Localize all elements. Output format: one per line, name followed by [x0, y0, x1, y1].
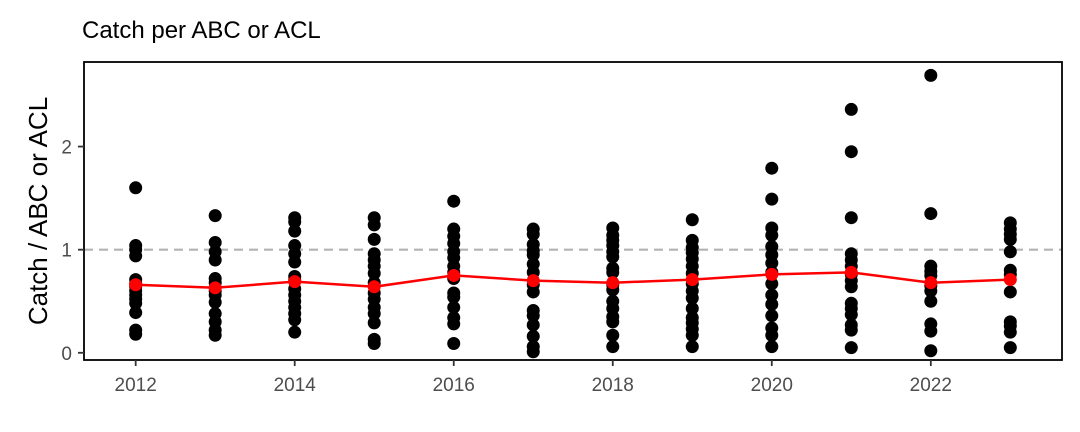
plot-area: 2012 2014 2016 2018 2020 2022 0 1 2	[61, 61, 1063, 396]
data-point	[526, 227, 540, 241]
data-point	[367, 232, 381, 246]
data-point	[685, 301, 699, 315]
mean-point	[606, 276, 620, 290]
data-point	[526, 345, 540, 359]
data-point	[924, 294, 938, 308]
data-point	[765, 256, 779, 270]
data-point	[526, 318, 540, 332]
data-point	[526, 248, 540, 262]
data-point	[447, 194, 461, 208]
data-point	[844, 308, 858, 322]
data-point	[288, 313, 302, 327]
data-point	[208, 235, 222, 249]
data-point	[844, 211, 858, 225]
data-point	[844, 341, 858, 355]
data-point	[606, 315, 620, 329]
data-point	[765, 309, 779, 323]
mean-point	[288, 275, 302, 289]
data-point	[208, 328, 222, 342]
x-tick-label: 2014	[274, 375, 317, 396]
data-point	[129, 181, 143, 195]
chart-title: Catch per ABC or ACL	[82, 17, 321, 44]
panel-border	[83, 61, 1063, 361]
data-point	[526, 309, 540, 323]
data-point	[685, 328, 699, 342]
data-point	[685, 291, 699, 305]
data-point	[367, 307, 381, 321]
mean-point	[526, 274, 540, 288]
mean-point	[367, 280, 381, 294]
mean-point	[208, 281, 222, 295]
data-point	[844, 102, 858, 116]
data-point	[924, 207, 938, 221]
data-point	[765, 192, 779, 206]
data-point	[844, 323, 858, 337]
data-point	[1003, 232, 1017, 246]
x-tick-label: 2012	[115, 375, 157, 396]
data-point	[288, 255, 302, 269]
data-point	[526, 329, 540, 343]
data-point	[208, 295, 222, 309]
data-point	[844, 280, 858, 294]
data-point	[288, 215, 302, 229]
data-point	[367, 218, 381, 232]
data-point	[765, 288, 779, 302]
data-point	[606, 265, 620, 279]
data-point	[208, 253, 222, 267]
data-point	[765, 328, 779, 342]
data-point	[1003, 325, 1017, 339]
data-point	[924, 344, 938, 358]
data-point	[765, 340, 779, 354]
data-point	[765, 277, 779, 291]
data-point	[924, 68, 938, 82]
mean-point	[1003, 273, 1017, 287]
y-tick-label: 2	[61, 138, 72, 159]
mean-point	[844, 265, 858, 279]
mean-line	[135, 271, 1011, 290]
data-point	[129, 296, 143, 310]
y-axis-label: Catch / ABC or ACL	[23, 97, 53, 325]
data-point	[765, 228, 779, 242]
x-tick-label: 2016	[433, 375, 475, 396]
mean-point	[447, 268, 461, 282]
mean-point	[924, 276, 938, 290]
data-point	[129, 249, 143, 263]
y-tick-label: 0	[61, 344, 72, 365]
data-point	[765, 297, 779, 311]
data-point	[685, 340, 699, 354]
data-point	[606, 250, 620, 264]
data-point	[447, 290, 461, 304]
data-point	[288, 325, 302, 339]
x-tick-label: 2022	[910, 375, 952, 396]
data-point	[129, 327, 143, 341]
y-tick-label: 1	[61, 241, 72, 262]
data-point	[924, 324, 938, 338]
data-point	[129, 306, 143, 320]
data-point	[447, 337, 461, 351]
data-point	[526, 285, 540, 299]
data-point	[367, 337, 381, 351]
data-point	[685, 213, 699, 227]
data-point	[447, 317, 461, 331]
data-point	[765, 161, 779, 175]
mean-point	[685, 273, 699, 287]
data-point	[367, 316, 381, 330]
data-point	[606, 340, 620, 354]
data-point	[844, 145, 858, 159]
data-point	[208, 209, 222, 223]
data-point	[606, 328, 620, 342]
data-point	[447, 300, 461, 314]
data-point	[1003, 245, 1017, 259]
x-tick-label: 2018	[592, 375, 634, 396]
mean-point	[129, 278, 143, 292]
data-point	[367, 266, 381, 280]
data-point	[1003, 285, 1017, 299]
data-point	[288, 224, 302, 238]
data-point	[1003, 341, 1017, 355]
x-tick-label: 2020	[751, 375, 793, 396]
mean-point	[765, 267, 779, 281]
